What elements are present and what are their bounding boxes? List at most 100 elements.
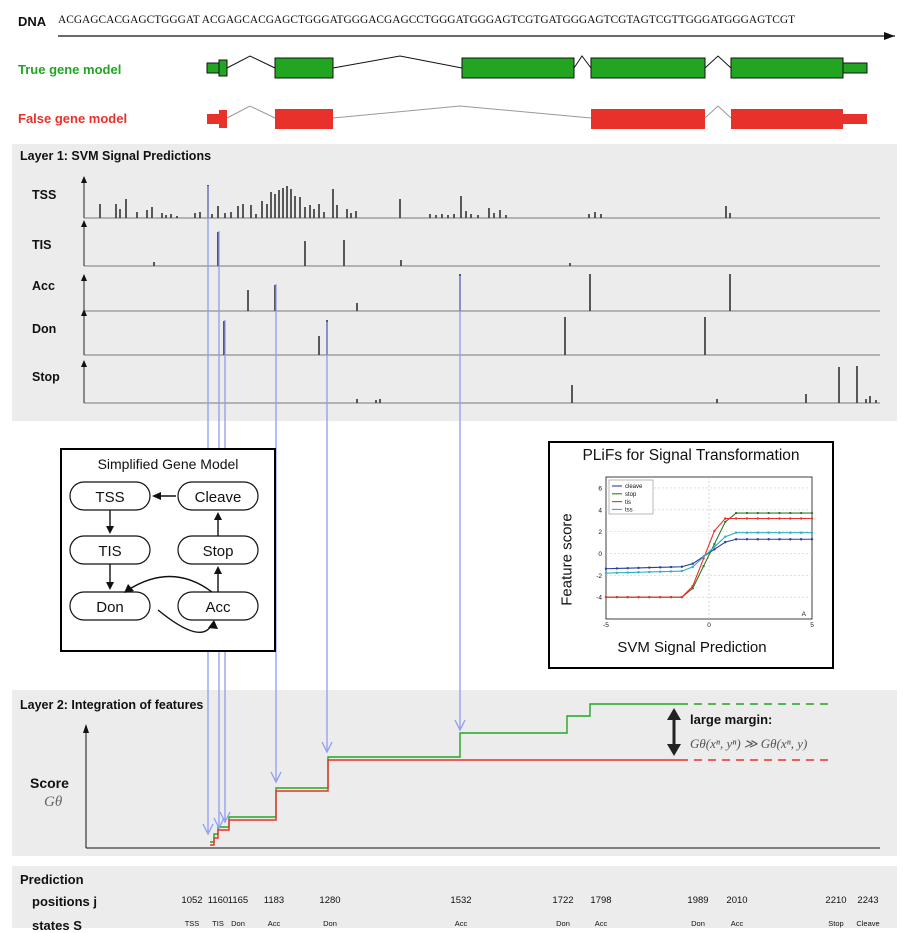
prediction-state: Don: [691, 919, 705, 928]
prediction-position: 1183: [263, 895, 285, 906]
prediction-position: 1052: [181, 895, 203, 906]
false-score-path: [210, 759, 680, 846]
plif-point: [799, 538, 803, 541]
plif-point: [648, 566, 651, 569]
node-acc-label: Acc: [205, 599, 231, 616]
plif-point: [626, 571, 629, 574]
prediction-state: Acc: [730, 919, 744, 928]
legend-label: stop: [625, 492, 637, 498]
false-gene-model-label: False gene model: [18, 111, 128, 126]
prediction-state: TIS: [212, 919, 224, 928]
plif-point: [745, 511, 749, 515]
plif-point: [659, 566, 662, 569]
gene-models-figure: [58, 32, 895, 129]
prediction-position: 2243: [857, 895, 879, 906]
plif-point: [778, 511, 781, 515]
margin-arrow: [667, 708, 681, 756]
plif-point: [756, 511, 759, 515]
plif-ytick: 4: [598, 507, 602, 514]
plif-point: [615, 567, 619, 570]
plif-ytick: 0: [598, 551, 602, 558]
positions-label: positions j: [32, 894, 97, 909]
prediction-position: 1165: [227, 895, 249, 906]
dna-axis-arrow: [884, 32, 895, 40]
plif-point: [626, 595, 629, 599]
plif-point: [648, 570, 651, 574]
plif-point: [669, 565, 673, 569]
plif-inset: PLiFs for Signal Transformation SVM Sign…: [548, 441, 834, 669]
prediction-state: Acc: [594, 919, 608, 928]
plif-point: [745, 538, 749, 541]
plif-point: [767, 517, 770, 520]
plif-legend: cleave stop tis tss: [608, 479, 654, 515]
plif-point: [659, 570, 662, 573]
plif-point: [745, 531, 749, 534]
plif-chart: -4 -2 0 2 4 6 -5 0 5 cleave stop tis tss A: [596, 476, 814, 629]
track-label-tss: TSS: [32, 188, 57, 202]
gene-model-title: Simplified Gene Model: [97, 456, 239, 472]
plif-point: [680, 565, 684, 568]
node-cleave-label: Cleave: [195, 489, 242, 506]
legend-label: cleave: [625, 484, 643, 490]
plif-point: [713, 545, 716, 548]
plif-point: [799, 511, 803, 515]
plif-point: [810, 511, 814, 515]
plif-point: [756, 531, 759, 534]
layer2-panel: [12, 690, 897, 856]
plif-point: [810, 531, 814, 534]
node-stop-label: Stop: [203, 543, 234, 560]
plif-series-cleave: [605, 538, 812, 570]
prediction-state: Don: [231, 919, 245, 928]
plif-point: [789, 531, 792, 534]
score-label: Score: [30, 775, 69, 791]
dna-label: DNA: [18, 14, 47, 29]
prediction-state: TSS: [184, 919, 200, 928]
track-label-don: Don: [32, 322, 57, 336]
signal-track-3: [81, 309, 880, 356]
plif-point: [648, 595, 651, 599]
plif-point: [659, 595, 662, 599]
legend-label: tis: [625, 500, 631, 506]
prediction-position: 1532: [450, 895, 472, 906]
plif-point: [724, 535, 727, 538]
plif-point: [702, 564, 705, 568]
prediction-state: Don: [556, 919, 570, 928]
prediction-title: Prediction: [20, 872, 84, 887]
plif-point: [713, 548, 716, 551]
margin-label: large margin:: [690, 712, 773, 727]
plif-ytick: -2: [596, 573, 602, 580]
plif-point: [799, 517, 803, 520]
layer1-panel: [12, 144, 897, 421]
plif-point: [745, 517, 749, 520]
plif-point: [734, 517, 738, 520]
prediction-position: 1989: [687, 895, 709, 906]
plif-point: [778, 531, 781, 534]
plif-ytick: 6: [598, 485, 602, 492]
plif-point: [789, 511, 792, 515]
prediction-position: 1722: [552, 895, 574, 906]
signal-track-1: [81, 220, 880, 267]
plif-point: [702, 555, 705, 559]
plif-point: [604, 595, 608, 599]
plif-point: [691, 562, 694, 565]
plif-series-tss: [605, 532, 812, 574]
plif-point: [713, 542, 716, 546]
score-symbol: Gθ: [44, 794, 63, 810]
node-don-label: Don: [96, 599, 124, 616]
plif-point: [680, 569, 684, 573]
plif-point: [680, 595, 684, 599]
prediction-state: Cleave: [856, 919, 880, 928]
true-score-path: [210, 703, 680, 843]
plif-xlabel: SVM Signal Prediction: [617, 639, 767, 656]
plif-point: [669, 595, 673, 599]
gene-model-inset: Simplified Gene Model TSS Cleave TIS Sto…: [60, 448, 276, 652]
legend-label: tss: [625, 508, 633, 514]
plif-point: [778, 538, 781, 541]
plif-corner-label: A: [802, 611, 807, 618]
plif-xtick: 5: [810, 622, 814, 629]
margin-formula: Gθ(xⁿ, yⁿ) ≫ Gθ(xⁿ, y): [690, 736, 808, 751]
plif-point: [713, 529, 716, 533]
true-gene-model-label: True gene model: [18, 62, 122, 77]
node-tss-label: TSS: [95, 489, 124, 506]
